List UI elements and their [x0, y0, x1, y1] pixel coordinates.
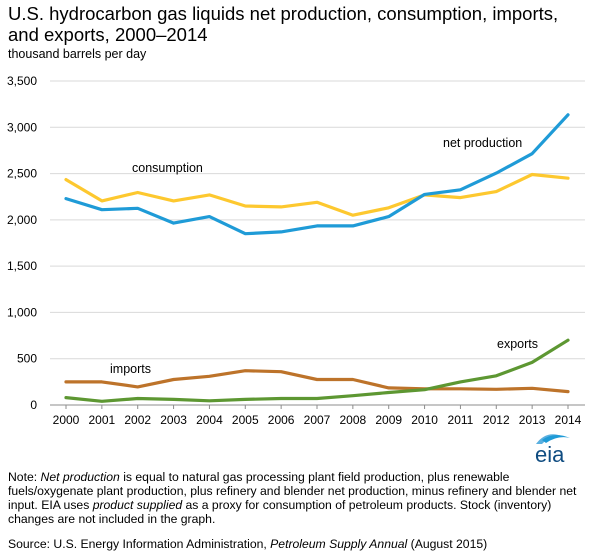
chart-title: U.S. hydrocarbon gas liquids net product… [8, 3, 559, 45]
x-tick-label: 2001 [89, 413, 116, 427]
y-tick-label: 500 [17, 352, 37, 366]
series-line-net-production [64, 113, 570, 236]
gridlines [50, 80, 585, 406]
series-lines [64, 113, 570, 403]
y-axis-ticks: 0 500 1,000 1,500 2,000 2,500 3,000 3,500 [7, 74, 37, 412]
x-tick-label: 2010 [411, 413, 438, 427]
note-text-2: as a proxy for consumption of petroleum … [8, 498, 552, 526]
x-tick-label: 2014 [555, 413, 582, 427]
x-tick-label: 2003 [160, 413, 187, 427]
series-labels: net production consumption imports exports [110, 136, 538, 376]
y-tick-label: 0 [30, 398, 37, 412]
series-label-consumption: consumption [132, 161, 203, 175]
logo-text: eia [535, 442, 565, 464]
x-tick-label: 2013 [519, 413, 546, 427]
y-tick-label: 1,500 [7, 259, 37, 273]
y-tick-label: 3,500 [7, 74, 37, 88]
x-tick-label: 2011 [448, 413, 474, 427]
chart-note: Note: Net production is equal to natural… [8, 470, 593, 526]
x-tick-label: 2008 [340, 413, 367, 427]
source-suffix: (August 2015) [407, 537, 488, 551]
series-line-consumption [64, 172, 570, 217]
series-line-imports [64, 369, 570, 394]
series-line-exports [64, 338, 570, 403]
series-label-net-production: net production [443, 136, 522, 150]
note-prefix: Note: [8, 470, 41, 484]
x-tick-label: 2000 [53, 413, 80, 427]
y-tick-label: 2,500 [7, 167, 37, 181]
chart-subtitle: thousand barrels per day [8, 47, 147, 61]
y-tick-label: 3,000 [7, 120, 37, 134]
x-tick-label: 2012 [483, 413, 510, 427]
note-term-product-supplied: product supplied [92, 498, 183, 512]
source-publication: Petroleum Supply Annual [270, 537, 408, 551]
x-tick-label: 2002 [124, 413, 151, 427]
note-term-net-production: Net production [40, 470, 120, 484]
y-tick-label: 2,000 [7, 213, 37, 227]
eia-logo: eia [535, 434, 570, 464]
x-tick-label: 2005 [232, 413, 259, 427]
y-tick-label: 1,000 [7, 305, 37, 319]
series-label-exports: exports [497, 337, 538, 351]
source-prefix: Source: U.S. Energy Information Administ… [8, 537, 271, 551]
note-text-1: is equal to natural gas processing plant… [8, 470, 577, 512]
x-tick-label: 2006 [268, 413, 295, 427]
chart-source: Source: U.S. Energy Information Administ… [8, 537, 593, 551]
x-tick-label: 2009 [375, 413, 402, 427]
series-label-imports: imports [110, 362, 151, 376]
x-tick-label: 2004 [196, 413, 223, 427]
x-tick-label: 2007 [304, 413, 331, 427]
x-axis-ticks: 2000 2001 2002 2003 2004 2005 2006 2007 2008 2009… [53, 405, 582, 427]
